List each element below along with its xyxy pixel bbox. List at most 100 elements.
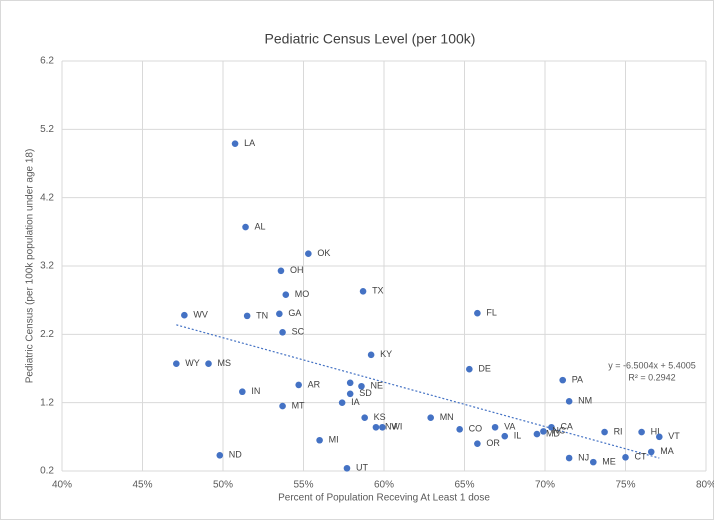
point-label: SC bbox=[292, 327, 305, 337]
data-point bbox=[181, 311, 188, 319]
point-label: MI bbox=[329, 435, 339, 445]
data-point bbox=[559, 376, 567, 384]
data-point bbox=[456, 426, 463, 433]
point-label: AL bbox=[255, 221, 266, 231]
y-tick-label: 2.2 bbox=[40, 329, 54, 340]
point-label: OH bbox=[290, 265, 304, 275]
data-point bbox=[379, 423, 386, 431]
data-point bbox=[372, 423, 380, 431]
data-point bbox=[427, 414, 434, 422]
x-tick-label: 45% bbox=[132, 480, 152, 491]
data-point bbox=[533, 430, 541, 438]
point-label: WV bbox=[193, 310, 208, 320]
data-point bbox=[243, 312, 251, 320]
data-point bbox=[277, 267, 285, 275]
data-point bbox=[358, 382, 365, 390]
trendline-r2: R² = 0.2942 bbox=[628, 372, 675, 382]
data-point bbox=[316, 436, 323, 444]
point-label: RI bbox=[614, 426, 623, 436]
data-point bbox=[276, 310, 283, 318]
point-label: PA bbox=[572, 374, 583, 384]
x-tick-label: 75% bbox=[615, 480, 635, 491]
point-label: MS bbox=[218, 358, 232, 368]
data-point bbox=[501, 432, 509, 440]
data-point bbox=[466, 365, 473, 373]
point-label: ND bbox=[229, 450, 242, 460]
data-point bbox=[305, 250, 312, 257]
data-point bbox=[656, 433, 663, 441]
y-tick-label: 5.2 bbox=[40, 124, 54, 135]
data-point bbox=[638, 428, 645, 436]
point-label: HI bbox=[651, 426, 660, 436]
chart-title: Pediatric Census Level (per 100k) bbox=[265, 31, 476, 47]
point-label: SD bbox=[359, 388, 372, 398]
data-point bbox=[565, 398, 573, 405]
x-tick-label: 55% bbox=[293, 480, 313, 491]
data-point bbox=[548, 423, 555, 431]
point-label: AR bbox=[308, 379, 321, 389]
point-label: NE bbox=[370, 381, 383, 391]
data-point bbox=[601, 428, 608, 436]
point-label: LA bbox=[244, 138, 255, 148]
data-point bbox=[361, 414, 368, 422]
point-label: TN bbox=[256, 310, 268, 320]
data-point bbox=[239, 388, 246, 396]
point-label: OR bbox=[486, 438, 500, 448]
data-point bbox=[173, 360, 180, 368]
x-tick-label: 60% bbox=[374, 480, 394, 491]
point-label: NC bbox=[552, 426, 565, 436]
point-label: VT bbox=[668, 431, 680, 441]
point-label: DE bbox=[478, 364, 491, 374]
data-point bbox=[295, 381, 302, 389]
x-tick-label: 70% bbox=[535, 480, 555, 491]
data-point bbox=[279, 328, 286, 336]
trendline-equation: y = -6.5004x + 5.4005 bbox=[608, 360, 696, 370]
y-tick-label: 0.2 bbox=[40, 466, 54, 477]
data-point bbox=[474, 440, 481, 447]
data-point bbox=[282, 291, 290, 299]
y-axis-title: Pediatric Census (per 100k population un… bbox=[25, 149, 36, 384]
x-tick-label: 80% bbox=[696, 480, 714, 491]
y-tick-label: 3.2 bbox=[40, 261, 54, 272]
y-tick-label: 6.2 bbox=[40, 56, 54, 67]
point-label: KS bbox=[374, 412, 386, 422]
point-label: WY bbox=[185, 358, 200, 368]
point-label: WI bbox=[391, 422, 402, 432]
point-label: CA bbox=[560, 422, 573, 432]
y-tick-label: 1.2 bbox=[40, 397, 54, 408]
point-label: MT bbox=[292, 400, 305, 410]
point-label: NV bbox=[385, 422, 398, 432]
x-tick-label: 40% bbox=[52, 480, 72, 491]
point-label: MN bbox=[440, 412, 454, 422]
data-point bbox=[540, 428, 547, 435]
data-point bbox=[491, 423, 499, 431]
y-tick-label: 4.2 bbox=[40, 192, 54, 203]
data-point bbox=[590, 458, 597, 466]
point-label: MO bbox=[295, 289, 310, 299]
data-point bbox=[346, 390, 354, 398]
data-point bbox=[346, 379, 354, 387]
point-label: KY bbox=[380, 349, 392, 359]
point-label: GA bbox=[288, 308, 301, 318]
point-label: IA bbox=[351, 397, 360, 407]
data-point bbox=[647, 448, 655, 456]
point-label: UT bbox=[356, 463, 368, 473]
point-label: NJ bbox=[578, 452, 589, 462]
point-label: IL bbox=[514, 431, 522, 441]
point-label: TX bbox=[372, 286, 384, 296]
point-label: CT bbox=[635, 452, 647, 462]
point-label: NM bbox=[578, 396, 592, 406]
point-label: ME bbox=[602, 456, 616, 466]
data-point bbox=[359, 287, 367, 295]
x-axis-title: Percent of Population Receving At Least … bbox=[278, 493, 490, 504]
x-tick-label: 50% bbox=[213, 480, 233, 491]
data-point bbox=[565, 454, 573, 462]
data-point bbox=[242, 223, 249, 231]
data-point bbox=[622, 454, 629, 461]
data-point bbox=[474, 309, 481, 317]
data-point bbox=[279, 402, 286, 410]
data-point bbox=[367, 351, 375, 359]
trendline bbox=[176, 324, 660, 459]
data-point bbox=[343, 464, 351, 472]
